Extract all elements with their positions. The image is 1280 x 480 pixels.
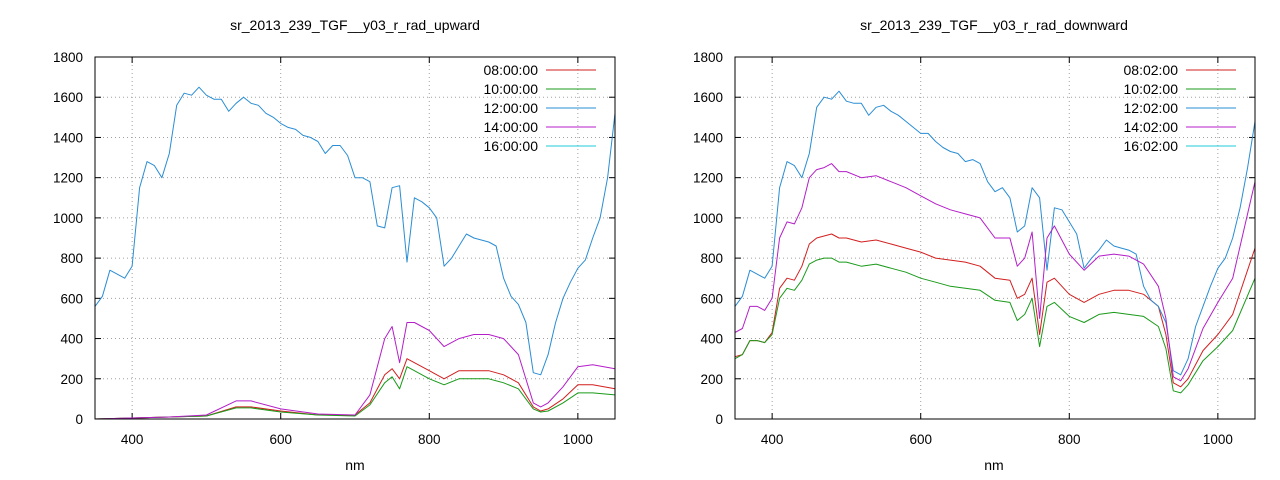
x-tick-label: 600 bbox=[909, 432, 932, 447]
y-tick-label: 0 bbox=[715, 412, 723, 427]
y-tick-label: 0 bbox=[75, 412, 83, 427]
legend-label: 12:00:00 bbox=[484, 100, 539, 116]
legend: 08:02:00 10:02:00 12:02:00 14:02:00 16:02:00 bbox=[1124, 62, 1236, 154]
y-tick-label: 800 bbox=[60, 251, 83, 266]
plot-frame bbox=[94, 56, 616, 420]
series-line-08-00-00 bbox=[94, 358, 616, 420]
legend-label: 14:02:00 bbox=[1124, 119, 1179, 135]
y-tick-label: 1200 bbox=[53, 171, 83, 186]
legend-label: 12:02:00 bbox=[1124, 100, 1179, 116]
y-tick-label: 800 bbox=[700, 251, 723, 266]
y-tick-label: 1400 bbox=[53, 130, 83, 145]
legend-label: 16:02:00 bbox=[1124, 138, 1179, 154]
y-tick-label: 400 bbox=[60, 332, 83, 347]
legend-label: 10:00:00 bbox=[484, 81, 539, 97]
y-tick-label: 1600 bbox=[53, 90, 83, 105]
chart-downward: sr_2013_239_TGF__y03_r_rad_downward nm 0… bbox=[693, 17, 1256, 473]
legend: 08:00:00 10:00:00 12:00:00 14:00:00 16:00:00 bbox=[484, 62, 596, 154]
x-tick-label: 800 bbox=[1058, 432, 1081, 447]
plot-frame bbox=[734, 56, 1256, 420]
grid bbox=[735, 57, 1255, 419]
legend-label: 08:02:00 bbox=[1124, 62, 1179, 78]
series-line-14-00-00 bbox=[94, 322, 616, 420]
x-axis-label: nm bbox=[984, 457, 1003, 473]
x-tick-label: 800 bbox=[418, 432, 441, 447]
legend-label: 16:00:00 bbox=[484, 138, 539, 154]
series-line-08-02-00 bbox=[734, 233, 1256, 388]
y-tick-label: 200 bbox=[700, 372, 723, 387]
y-tick-label: 1000 bbox=[53, 211, 83, 226]
legend-label: 10:02:00 bbox=[1124, 81, 1179, 97]
x-tick-label: 600 bbox=[269, 432, 292, 447]
y-tick-label: 600 bbox=[60, 291, 83, 306]
legend-label: 08:00:00 bbox=[484, 62, 539, 78]
series-lines bbox=[94, 86, 616, 420]
axis-ticks: 0 200 400 600 800 1000 1200 1400 1600 1800 400 600 8… bbox=[693, 50, 1255, 447]
chart-upward: sr_2013_239_TGF__y03_r_rad_upward nm 0 20… bbox=[53, 17, 616, 473]
y-tick-label: 1400 bbox=[693, 130, 723, 145]
y-tick-label: 200 bbox=[60, 372, 83, 387]
chart-title: sr_2013_239_TGF__y03_r_rad_upward bbox=[230, 17, 480, 33]
x-axis-label: nm bbox=[345, 457, 364, 473]
y-tick-label: 400 bbox=[700, 332, 723, 347]
y-tick-label: 1600 bbox=[693, 90, 723, 105]
y-tick-label: 1800 bbox=[693, 50, 723, 65]
x-tick-label: 400 bbox=[761, 432, 784, 447]
series-lines bbox=[734, 90, 1256, 394]
y-tick-label: 1800 bbox=[53, 50, 83, 65]
series-line-10-02-00 bbox=[734, 257, 1256, 394]
series-line-12-00-00 bbox=[94, 86, 616, 376]
y-tick-label: 600 bbox=[700, 291, 723, 306]
x-tick-label: 1000 bbox=[1203, 432, 1233, 447]
axis-ticks: 0 200 400 600 800 1000 1200 1400 1600 1800 400 600 8… bbox=[53, 50, 615, 447]
series-line-10-00-00 bbox=[94, 366, 616, 420]
legend-label: 14:00:00 bbox=[484, 119, 539, 135]
series-line-14-02-00 bbox=[734, 163, 1256, 382]
y-tick-label: 1200 bbox=[693, 171, 723, 186]
x-tick-label: 400 bbox=[121, 432, 144, 447]
chart-title: sr_2013_239_TGF__y03_r_rad_downward bbox=[860, 17, 1128, 33]
y-tick-label: 1000 bbox=[693, 211, 723, 226]
x-tick-label: 1000 bbox=[563, 432, 593, 447]
